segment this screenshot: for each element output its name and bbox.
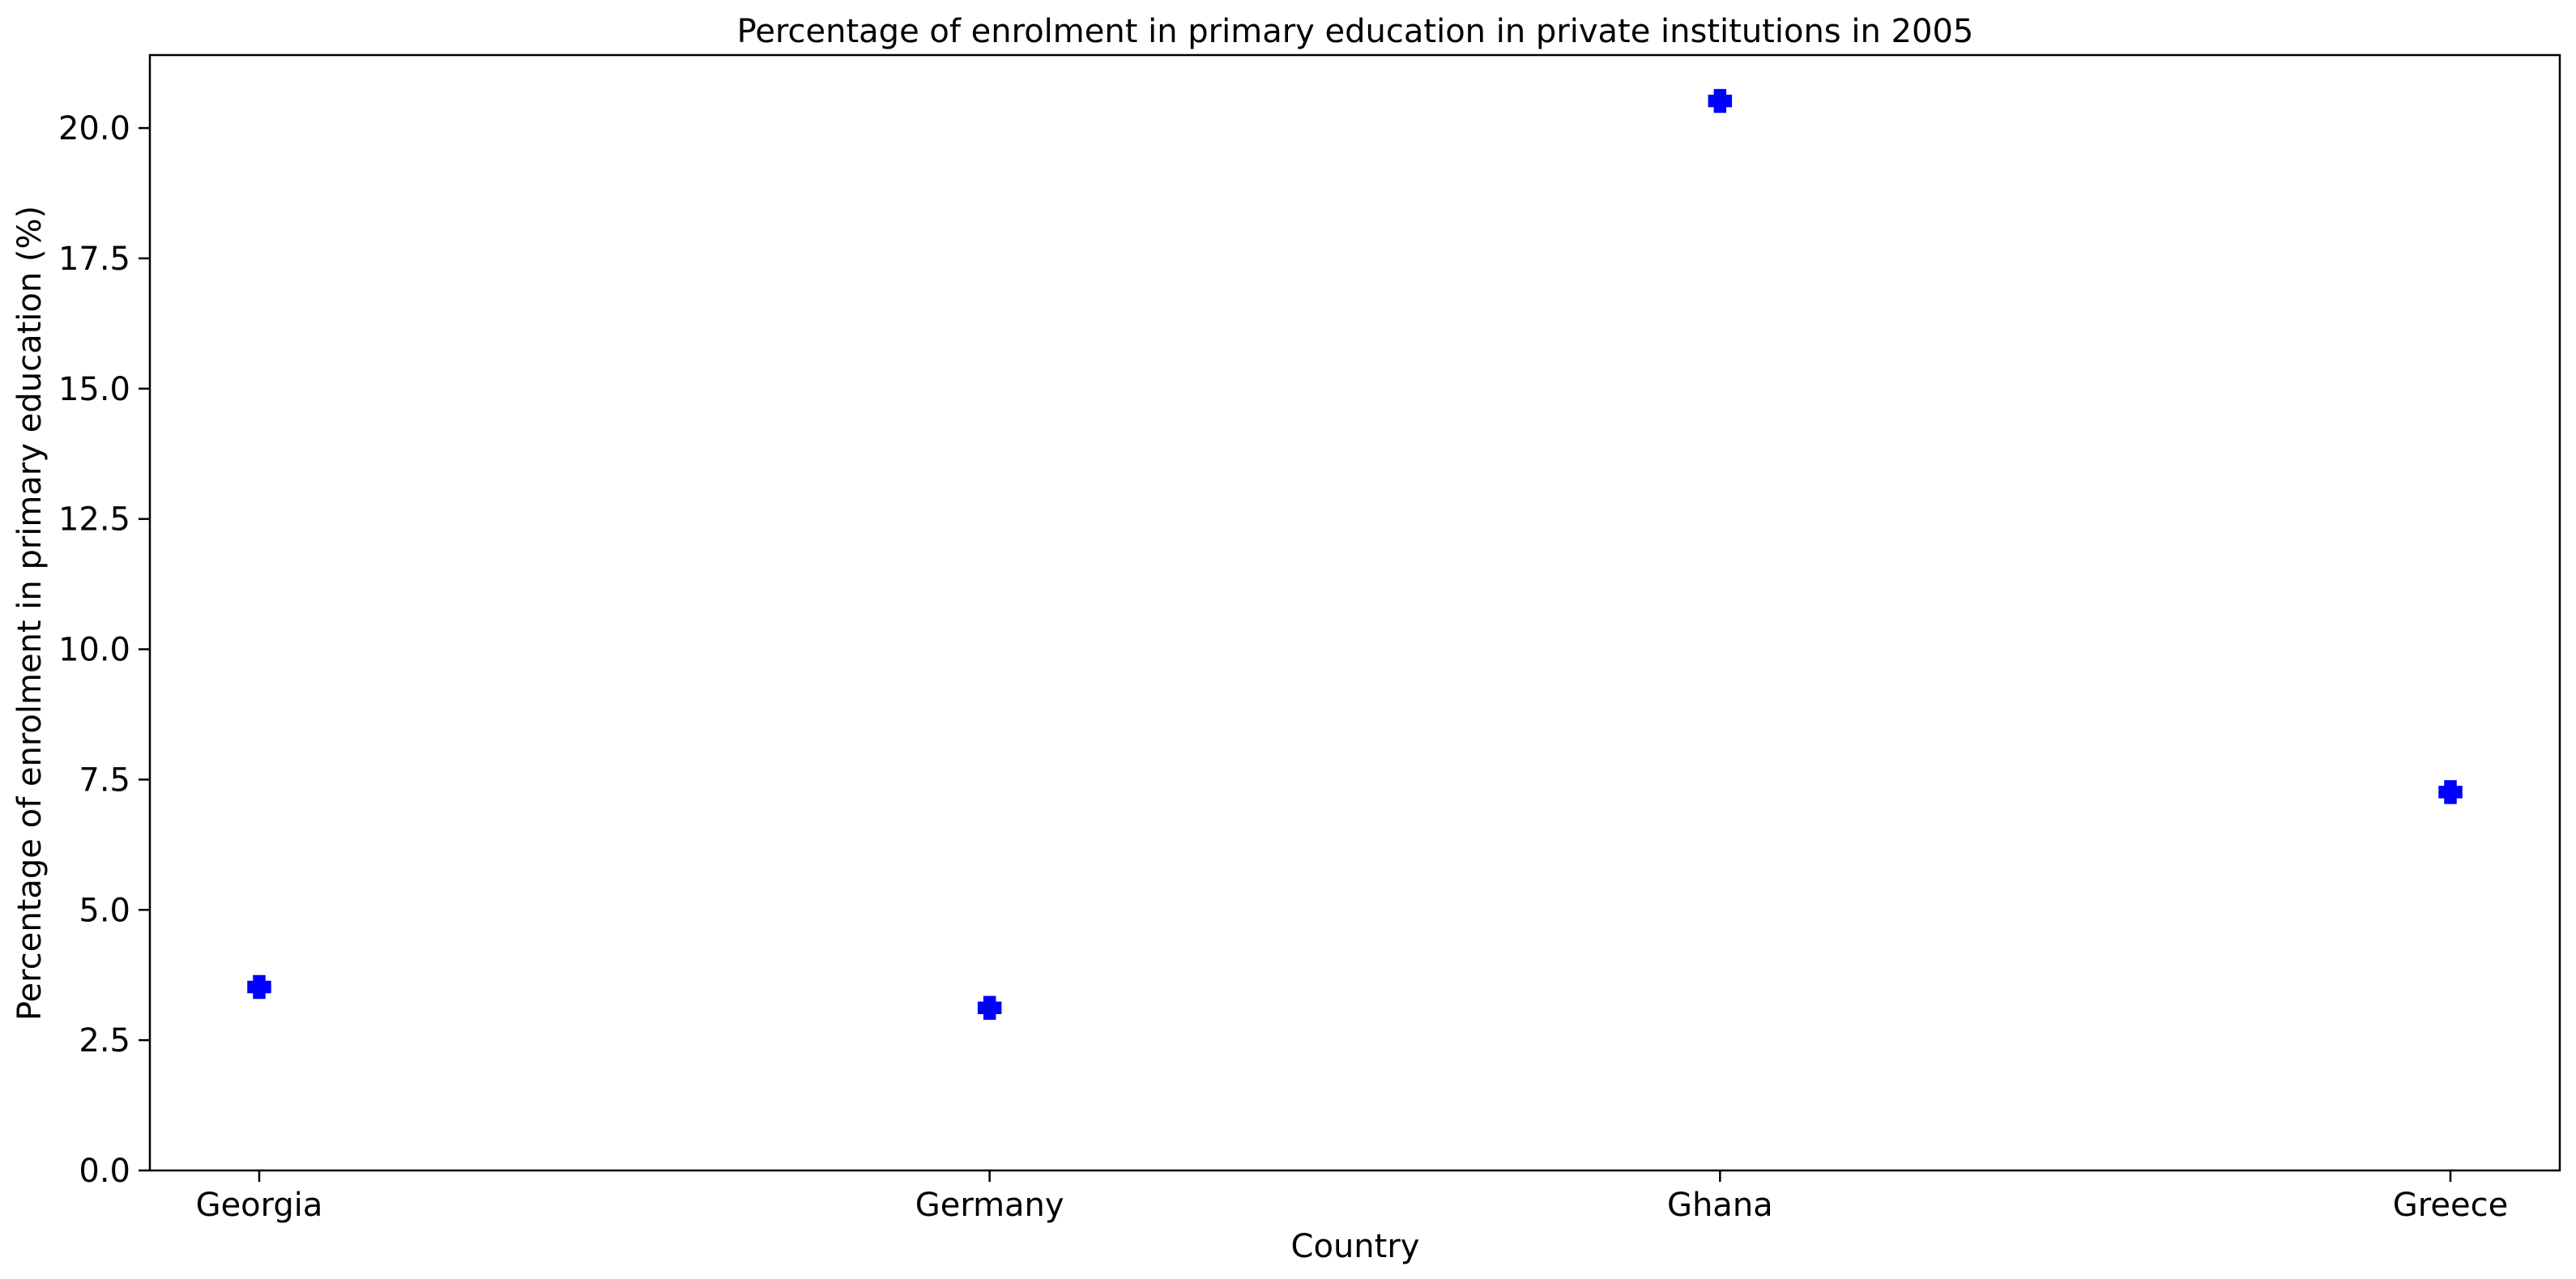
data-points bbox=[247, 88, 2463, 1020]
x-tick-label: Greece bbox=[2393, 1187, 2508, 1224]
y-tick-label: 10.0 bbox=[58, 632, 130, 669]
y-axis-label: Percentage of enrolment in primary educa… bbox=[11, 206, 49, 1021]
y-tick-label: 20.0 bbox=[58, 110, 130, 147]
data-point-ghana bbox=[1708, 88, 1733, 113]
y-tick-label: 17.5 bbox=[58, 241, 130, 278]
plot-area-frame bbox=[148, 53, 2561, 1172]
x-tick-label: Georgia bbox=[196, 1187, 323, 1224]
x-axis-label: Country bbox=[1291, 1228, 1420, 1265]
y-axis-ticks: 0.0 2.5 5.0 7.5 10.0 12.5 15.0 17.5 20.0 bbox=[58, 110, 150, 1190]
data-point-germany bbox=[977, 995, 1002, 1020]
y-tick-label: 15.0 bbox=[58, 371, 130, 408]
y-tick-label: 2.5 bbox=[79, 1022, 130, 1059]
data-point-greece bbox=[2438, 780, 2463, 804]
data-point-georgia bbox=[247, 974, 271, 1000]
x-axis-ticks: Georgia Germany Ghana Greece bbox=[196, 1170, 2508, 1224]
y-tick-label: 5.0 bbox=[79, 892, 130, 929]
y-tick-label: 0.0 bbox=[79, 1153, 130, 1190]
y-tick-label: 7.5 bbox=[79, 761, 130, 799]
x-tick-label: Ghana bbox=[1667, 1187, 1773, 1224]
chart-title: Percentage of enrolment in primary educa… bbox=[737, 13, 1974, 50]
y-tick-label: 12.5 bbox=[58, 501, 130, 539]
x-tick-label: Germany bbox=[915, 1187, 1064, 1224]
